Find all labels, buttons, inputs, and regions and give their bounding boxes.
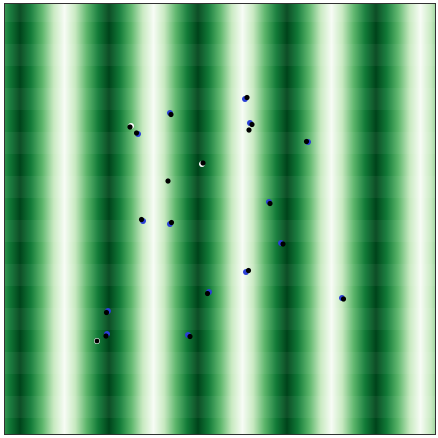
agent [246,127,252,133]
frame [4,3,436,435]
agent [204,289,212,297]
agent [167,219,175,227]
band-overlay [4,3,436,435]
agent [133,130,141,137]
agent [278,240,286,247]
agents [94,94,347,344]
agent [185,332,193,340]
agent [339,295,347,302]
agent [103,308,111,316]
agent [103,331,110,339]
agent [138,216,146,224]
agent [266,199,273,207]
agent [165,178,171,184]
agent [127,123,134,130]
agent [243,267,252,275]
agent [247,120,255,128]
agent [167,110,174,118]
agent [94,338,100,344]
agent [199,160,206,167]
agent [303,138,311,145]
agent [242,94,250,102]
